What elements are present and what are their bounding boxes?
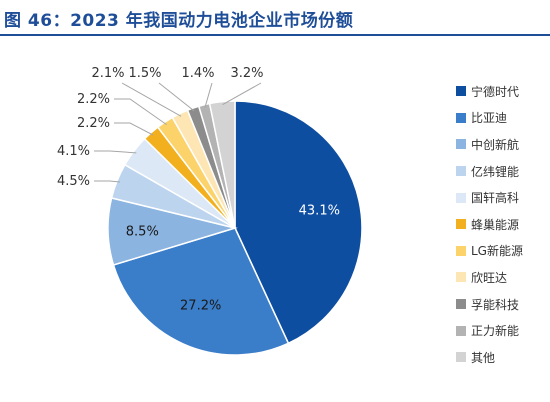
leader-line-10 <box>222 82 262 106</box>
legend-swatch <box>456 219 466 230</box>
pie-slice-10 <box>208 100 236 229</box>
legend-item-3: 亿纬锂能 <box>456 158 550 185</box>
leader-line-3 <box>94 180 120 183</box>
slice-label-0: 43.1% <box>299 203 340 218</box>
legend-item-2: 中创新航 <box>456 131 550 158</box>
legend-item-6: LG新能源 <box>456 238 550 265</box>
legend-label: 国轩高科 <box>471 191 520 206</box>
legend-swatch <box>456 86 466 97</box>
slice-label-5: 2.2% <box>77 116 110 131</box>
slice-label-7: 2.1% <box>91 66 124 81</box>
legend-label: 蜂巢能源 <box>471 217 520 232</box>
slice-label-1: 27.2% <box>180 299 221 314</box>
slice-label-4: 4.1% <box>57 144 90 159</box>
leader-line-9 <box>204 82 213 108</box>
legend-label: 孚能科技 <box>471 297 520 312</box>
legend-label: 其他 <box>471 350 496 365</box>
legend-label: 亿纬锂能 <box>471 164 520 179</box>
slice-label-9: 1.4% <box>181 66 214 81</box>
legend-label: 欣旺达 <box>471 270 508 285</box>
leader-line-5 <box>114 122 154 136</box>
chart-title: 图 46：2023 年我国动力电池企业市场份额 <box>4 11 354 31</box>
leader-line-8 <box>158 82 195 112</box>
slice-label-8: 1.5% <box>128 66 161 81</box>
leader-line-6 <box>114 98 167 126</box>
slice-label-3: 4.5% <box>57 174 90 189</box>
legend-item-9: 正力新能 <box>456 317 550 344</box>
pie-slice-0 <box>234 100 363 345</box>
legend-label: 比亚迪 <box>471 111 508 126</box>
legend-swatch <box>456 325 466 336</box>
slice-label-2: 8.5% <box>126 225 159 240</box>
legend-swatch <box>456 272 466 283</box>
legend-label: 中创新航 <box>471 137 520 152</box>
legend-item-4: 国轩高科 <box>456 184 550 211</box>
leader-line-7 <box>121 82 182 117</box>
legend-item-1: 比亚迪 <box>456 105 550 132</box>
legend-swatch <box>456 245 466 256</box>
legend-item-8: 孚能科技 <box>456 291 550 318</box>
legend-item-7: 欣旺达 <box>456 264 550 291</box>
slice-label-10: 3.2% <box>230 66 263 81</box>
legend-item-5: 蜂巢能源 <box>456 211 550 238</box>
legend: 宁德时代比亚迪中创新航亿纬锂能国轩高科蜂巢能源 LG新能源欣旺达孚能科技正力新能其… <box>456 78 550 371</box>
legend-item-0: 宁德时代 <box>456 78 550 105</box>
legend-label: LG新能源 <box>471 244 523 259</box>
legend-swatch <box>456 299 466 310</box>
legend-label: 正力新能 <box>471 324 520 339</box>
pie-slice-1 <box>112 227 290 356</box>
legend-label: 宁德时代 <box>471 84 520 99</box>
legend-swatch <box>456 352 466 363</box>
legend-swatch <box>456 139 466 150</box>
legend-swatch <box>456 166 466 177</box>
legend-item-10: 其他 <box>456 344 550 371</box>
legend-swatch <box>456 192 466 203</box>
slice-label-6: 2.2% <box>77 92 110 107</box>
legend-swatch <box>456 112 466 123</box>
leader-line-4 <box>94 150 137 154</box>
title-bar: 图 46：2023 年我国动力电池企业市场份额 <box>0 0 550 36</box>
